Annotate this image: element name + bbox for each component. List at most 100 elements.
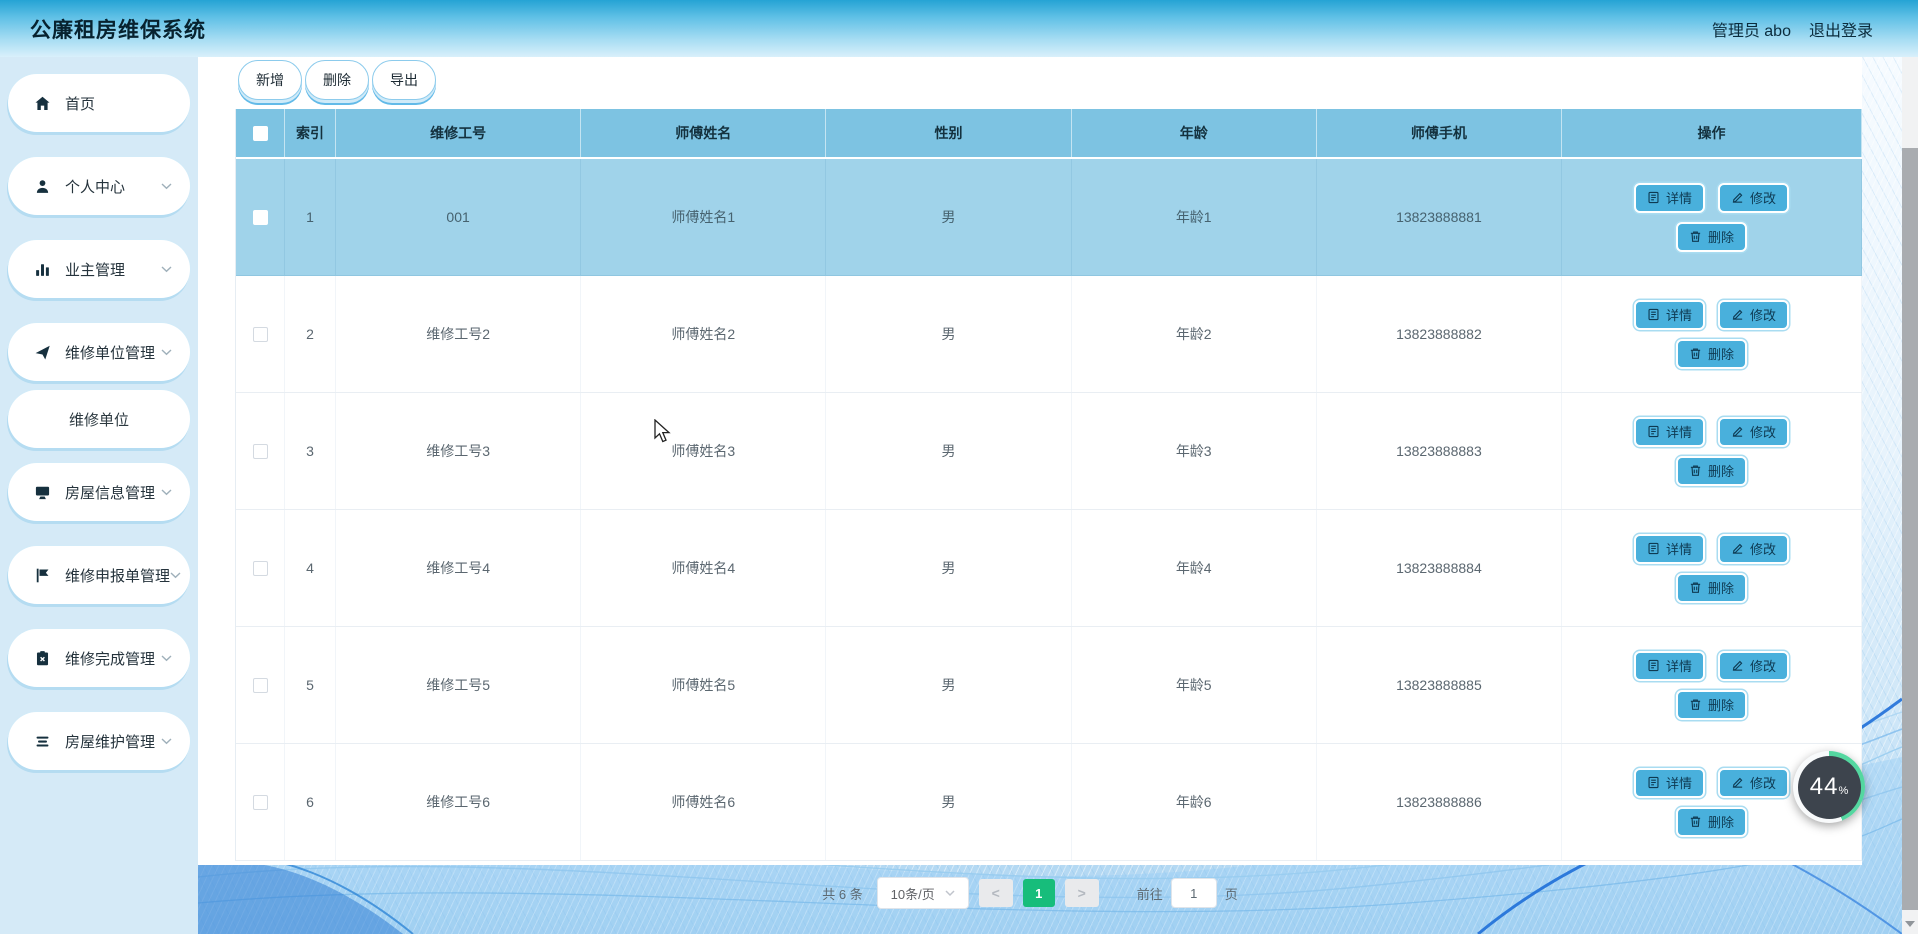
sidebar-item-label: 个人中心 — [65, 178, 126, 196]
table-row[interactable]: 3 维修工号3 师傅姓名3 男年龄3 13823888883 详情 修改 删除 — [236, 393, 1862, 510]
row-delete-button[interactable]: 删除 — [1676, 689, 1748, 720]
row-checkbox[interactable] — [252, 209, 268, 225]
action-label: 详情 — [1666, 191, 1693, 206]
detail-button[interactable]: 详情 — [1634, 182, 1706, 213]
logout-link[interactable]: 退出登录 — [1808, 22, 1873, 40]
export-button[interactable]: 导出 — [372, 60, 436, 100]
edit-icon — [1731, 776, 1744, 789]
select-all-checkbox[interactable] — [252, 125, 268, 141]
action-label: 删除 — [1708, 230, 1735, 245]
chevron-down-icon — [161, 737, 172, 745]
row-delete-button[interactable]: 删除 — [1676, 572, 1748, 603]
trash-icon — [1689, 698, 1702, 711]
cell-gender: 男 — [826, 627, 1072, 743]
sidebar-item-label: 维修单位 — [68, 411, 129, 429]
detail-button[interactable]: 详情 — [1634, 416, 1706, 447]
action-label: 删除 — [1708, 581, 1735, 596]
cell-phone: 13823888884 — [1317, 510, 1563, 626]
data-table: 索引 维修工号 师傅姓名 性别 年龄 师傅手机 操作 1 001 师傅姓名1 男年龄1… — [235, 109, 1862, 861]
cell-age: 年龄1 — [1072, 159, 1317, 275]
sidebar-item-8[interactable]: 维修完成管理 — [8, 629, 190, 687]
action-line: 删除 — [1676, 338, 1748, 369]
sidebar-item-4[interactable]: 维修单位管理 — [8, 323, 190, 381]
cell-worker_no: 001 — [336, 159, 582, 275]
row-checkbox[interactable] — [252, 677, 268, 693]
cell-actions: 详情 修改删除 — [1562, 159, 1862, 275]
page-size-select[interactable]: 10条/页 — [876, 877, 969, 909]
detail-button[interactable]: 详情 — [1634, 299, 1706, 330]
table-row[interactable]: 6 维修工号6 师傅姓名6 男年龄6 13823888886 详情 修改 删除 — [236, 744, 1862, 861]
row-delete-button[interactable]: 删除 — [1676, 221, 1748, 252]
goto-page-group: 前往 页 — [1137, 878, 1238, 908]
row-delete-button[interactable]: 删除 — [1676, 455, 1748, 486]
action-label: 详情 — [1666, 308, 1693, 323]
delete-button[interactable]: 删除 — [305, 60, 369, 100]
row-delete-button[interactable]: 删除 — [1676, 806, 1748, 837]
detail-button[interactable]: 详情 — [1634, 533, 1706, 564]
monitor-icon — [34, 483, 52, 501]
table-row[interactable]: 2 维修工号2 师傅姓名2 男年龄2 13823888882 详情 修改 删除 — [236, 276, 1862, 393]
trash-icon — [1689, 347, 1702, 360]
action-line: 删除 — [1676, 455, 1748, 486]
action-label: 修改 — [1750, 425, 1777, 440]
scrollbar-down-arrow-icon[interactable] — [1905, 921, 1915, 927]
edit-button[interactable]: 修改 — [1718, 533, 1790, 564]
edit-button[interactable]: 修改 — [1718, 299, 1790, 330]
page-size-value: 10条/页 — [890, 886, 935, 902]
admin-user-label[interactable]: 管理员 abo — [1711, 22, 1791, 40]
row-checkbox[interactable] — [252, 794, 268, 810]
edit-button[interactable]: 修改 — [1718, 650, 1790, 681]
clipboard-x-icon — [34, 649, 52, 667]
bar-chart-icon — [34, 260, 52, 278]
row-checkbox-cell — [236, 627, 285, 743]
detail-icon — [1647, 308, 1660, 321]
prev-page-button[interactable]: < — [978, 879, 1013, 907]
cell-age: 年龄4 — [1072, 510, 1317, 626]
detail-icon — [1647, 542, 1660, 555]
main-layout: 首页个人中心业主管理维修单位管理维修单位房屋信息管理 维修申报单管理 维修完成管理房… — [0, 57, 1918, 934]
sidebar-item-6[interactable]: 房屋信息管理 — [8, 463, 190, 521]
sidebar-item-5[interactable]: 维修单位 — [8, 390, 190, 448]
row-delete-button[interactable]: 删除 — [1676, 338, 1748, 369]
cell-phone: 13823888881 — [1317, 159, 1563, 275]
table-row[interactable]: 4 维修工号4 师傅姓名4 男年龄4 13823888884 详情 修改 删除 — [236, 510, 1862, 627]
row-checkbox[interactable] — [252, 560, 268, 576]
scrollbar-thumb[interactable] — [1902, 148, 1918, 910]
sidebar-item-3[interactable]: 业主管理 — [8, 240, 190, 298]
page-scrollbar[interactable] — [1902, 57, 1918, 934]
row-checkbox-cell — [236, 393, 285, 509]
edit-button[interactable]: 修改 — [1718, 416, 1790, 447]
row-checkbox-cell — [236, 276, 285, 392]
row-checkbox[interactable] — [252, 326, 268, 342]
cell-name: 师傅姓名1 — [581, 159, 827, 275]
sidebar-item-7[interactable]: 维修申报单管理 — [8, 546, 190, 604]
goto-page-input[interactable] — [1170, 878, 1217, 908]
action-line: 删除 — [1676, 221, 1748, 252]
current-page-button[interactable]: 1 — [1022, 879, 1055, 907]
toolbar: 新增 删除 导出 — [198, 57, 1862, 109]
action-label: 修改 — [1750, 776, 1777, 791]
progress-badge[interactable]: 44 % — [1793, 751, 1865, 823]
row-checkbox[interactable] — [252, 443, 268, 459]
sidebar-item-2[interactable]: 个人中心 — [8, 157, 190, 215]
action-line: 详情 修改 — [1634, 416, 1790, 447]
cell-index: 5 — [285, 627, 336, 743]
detail-button[interactable]: 详情 — [1634, 767, 1706, 798]
chevron-down-icon — [161, 182, 172, 190]
sidebar-item-9[interactable]: 房屋维护管理 — [8, 712, 190, 770]
table-row[interactable]: 5 维修工号5 师傅姓名5 男年龄5 13823888885 详情 修改 删除 — [236, 627, 1862, 744]
add-button[interactable]: 新增 — [238, 60, 302, 100]
cell-gender: 男 — [826, 744, 1072, 860]
cell-actions: 详情 修改删除 — [1562, 627, 1862, 743]
next-page-button[interactable]: > — [1064, 879, 1099, 907]
detail-button[interactable]: 详情 — [1634, 650, 1706, 681]
detail-icon — [1647, 425, 1660, 438]
column-header: 索引 — [285, 109, 336, 157]
table-row[interactable]: 1 001 师傅姓名1 男年龄1 13823888881 详情 修改 删除 — [236, 159, 1862, 276]
cell-name: 师傅姓名2 — [581, 276, 827, 392]
sidebar-item-1[interactable]: 首页 — [8, 74, 190, 132]
edit-button[interactable]: 修改 — [1718, 767, 1790, 798]
cell-gender: 男 — [826, 276, 1072, 392]
edit-button[interactable]: 修改 — [1718, 182, 1790, 213]
cell-name: 师傅姓名6 — [581, 744, 827, 860]
